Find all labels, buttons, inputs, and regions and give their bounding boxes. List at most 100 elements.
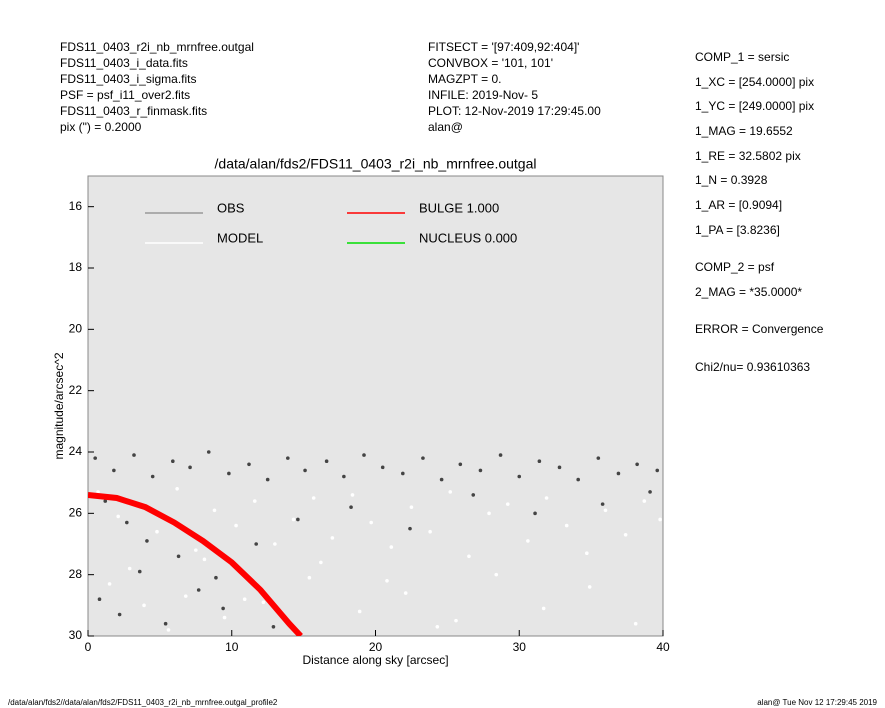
data-point [576, 477, 580, 482]
data-point [116, 514, 120, 519]
data-point [369, 520, 373, 525]
fit-parameter: 1_N = 0.3928 [695, 173, 768, 187]
data-point [585, 551, 589, 555]
data-point [271, 625, 276, 629]
data-point [103, 499, 108, 503]
profile-line [88, 491, 303, 636]
header-middle-line: CONVBOX = '101, 101' [428, 56, 553, 70]
data-point [234, 523, 238, 528]
data-point [188, 465, 192, 470]
fit-parameter: COMP_1 = sersic [695, 50, 789, 64]
data-point [642, 499, 647, 503]
data-point [349, 505, 353, 510]
data-point [166, 628, 171, 632]
plot-marks [88, 450, 662, 636]
data-point [145, 539, 149, 543]
y-tick-label: 26 [69, 506, 83, 520]
data-point [635, 462, 639, 467]
data-point [478, 468, 483, 473]
data-point [227, 471, 231, 476]
data-point [362, 453, 366, 457]
legend-label: MODEL [217, 230, 263, 245]
fit-parameter: 1_RE = 32.5802 pix [695, 149, 801, 163]
data-point [603, 508, 608, 513]
data-point [342, 474, 346, 479]
data-point [261, 600, 266, 605]
data-point [596, 456, 601, 460]
data-point [214, 575, 218, 580]
footer-left: /data/alan/fds2//data/alan/fds2/FDS11_04… [8, 698, 278, 707]
data-point [150, 474, 155, 479]
data-point [537, 459, 542, 464]
data-point [112, 468, 116, 473]
data-point [467, 554, 471, 559]
data-point [448, 490, 453, 494]
header-left-line: PSF = psf_i11_over2.fits [60, 88, 190, 102]
data-point [171, 459, 175, 464]
data-point [202, 557, 207, 562]
data-point [385, 579, 389, 583]
data-point [616, 471, 621, 476]
fit-parameter: Chi2/nu= 0.93610363 [695, 360, 810, 374]
data-point [183, 594, 188, 598]
data-point [324, 459, 329, 464]
header-middle-line: alan@ [428, 120, 463, 134]
data-point [401, 471, 405, 476]
data-point [544, 496, 549, 500]
header-middle-line: FITSECT = '[97:409,92:404]' [428, 40, 579, 54]
data-point [125, 520, 129, 525]
data-point [494, 572, 499, 577]
legend-label: OBS [217, 200, 245, 215]
data-point [247, 462, 251, 467]
data-point [505, 502, 510, 506]
fit-parameter: COMP_2 = psf [695, 260, 775, 274]
data-point [350, 493, 355, 497]
fit-parameter: ERROR = Convergence [695, 322, 824, 336]
data-point [273, 542, 277, 546]
data-point [254, 542, 258, 546]
footer-right: alan@ Tue Nov 12 17:29:45 2019 [757, 698, 877, 707]
data-point [265, 477, 270, 482]
data-point [454, 618, 458, 623]
data-point [380, 465, 385, 470]
data-point [212, 508, 217, 513]
fit-parameter: 1_YC = [249.0000] pix [695, 99, 814, 113]
legend-label: BULGE 1.000 [419, 200, 499, 215]
header-middle-line: PLOT: 12-Nov-2019 17:29:45.00 [428, 104, 601, 118]
data-point [163, 621, 168, 626]
data-point [93, 456, 97, 460]
y-tick-label: 16 [69, 199, 83, 213]
data-point [409, 505, 414, 510]
chart-title: /data/alan/fds2/FDS11_0403_r2i_nb_mrnfre… [215, 156, 537, 172]
data-point [137, 569, 142, 574]
y-tick-label: 20 [69, 322, 83, 336]
fit-parameter: 1_AR = [0.9094] [695, 198, 782, 212]
x-tick-label: 0 [85, 640, 92, 654]
x-tick-label: 10 [225, 640, 239, 654]
header-left-line: pix (") = 0.2000 [60, 120, 142, 134]
legend-label: NUCLEUS 0.000 [419, 230, 517, 245]
data-point [194, 548, 198, 552]
data-point [600, 502, 605, 506]
y-tick-label: 18 [69, 260, 83, 274]
data-point [97, 597, 102, 601]
data-point [403, 591, 408, 595]
x-tick-label: 30 [513, 640, 527, 654]
data-point [296, 517, 300, 522]
data-point [132, 453, 136, 457]
header-left-line: FDS11_0403_r2i_nb_mrnfree.outgal [60, 40, 254, 54]
header-middle-line: MAGZPT = 0. [428, 72, 501, 86]
data-point [428, 529, 432, 534]
data-point [307, 575, 312, 580]
data-point [252, 499, 257, 503]
data-point [471, 493, 476, 497]
y-tick-label: 24 [69, 444, 83, 458]
y-tick-label: 30 [69, 628, 83, 642]
data-point [221, 606, 225, 611]
data-point [658, 517, 662, 522]
data-point [564, 523, 569, 528]
data-point [206, 450, 211, 454]
data-point [175, 487, 179, 491]
data-point [633, 621, 638, 626]
